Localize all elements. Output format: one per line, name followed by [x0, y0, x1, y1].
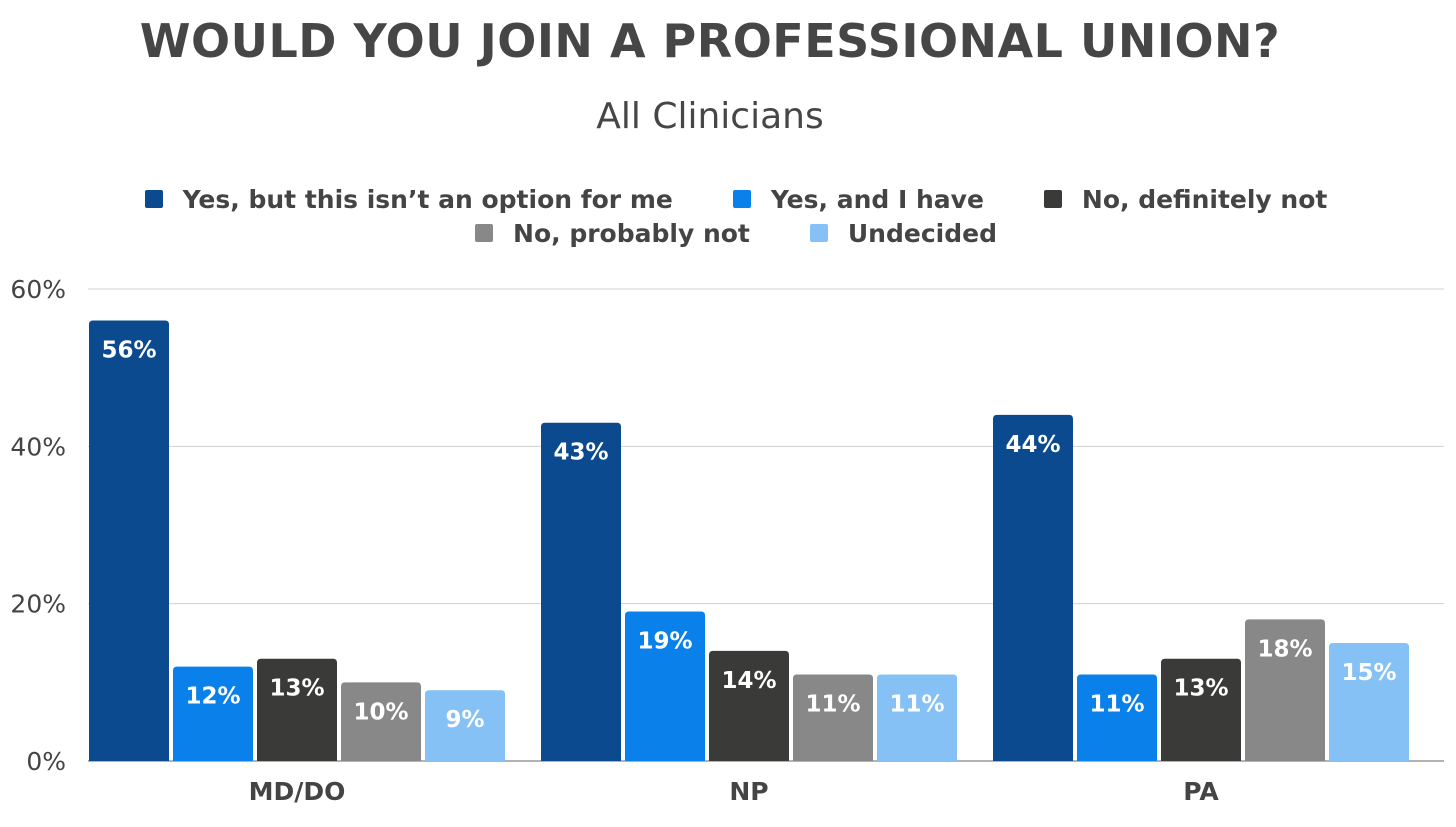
chart-subtitle: All Clinicians — [596, 96, 824, 137]
legend-item-no-probably: No, probably not — [475, 219, 750, 248]
data-label: 15% — [1341, 660, 1396, 686]
legend-label: Undecided — [847, 218, 997, 248]
bar — [541, 422, 621, 761]
data-label: 12% — [185, 684, 240, 710]
data-label: 11% — [889, 691, 944, 717]
legend-item-undecided: Undecided — [809, 218, 997, 248]
y-tick-label: 60% — [10, 275, 66, 304]
data-label: 18% — [1257, 636, 1312, 662]
y-tick-label: 40% — [10, 432, 66, 461]
bar — [993, 414, 1073, 761]
legend: Yes, but this isn’t an option for me Yes… — [0, 182, 1456, 250]
legend-label: Yes, but this isn’t an option for me — [182, 184, 673, 214]
y-tick-label: 20% — [10, 590, 66, 619]
bar — [1329, 643, 1409, 761]
bar — [173, 666, 253, 761]
legend-item-no-definitely: No, definitely not — [1043, 184, 1328, 214]
legend-swatch — [732, 190, 751, 208]
bar — [425, 690, 505, 761]
data-label: 11% — [1089, 691, 1144, 717]
y-tick-label: 0% — [26, 747, 66, 776]
legend-label: No, definitely not — [1081, 184, 1328, 214]
x-tick-label: NP — [729, 777, 768, 806]
legend-label: Yes, and I have — [770, 184, 984, 214]
bar — [1077, 674, 1157, 761]
data-label: 56% — [101, 337, 156, 363]
legend-swatch — [1043, 190, 1062, 208]
chart-title: WOULD YOU JOIN A PROFESSIONAL UNION? — [139, 14, 1281, 68]
bar — [341, 682, 421, 761]
legend-swatch — [475, 224, 494, 242]
data-label: 9% — [445, 707, 484, 733]
data-label: 19% — [637, 629, 692, 655]
legend-swatch — [144, 190, 163, 208]
legend-item-yes-not-option: Yes, but this isn’t an option for me — [144, 184, 673, 214]
bar — [89, 320, 169, 761]
data-label: 14% — [721, 668, 776, 694]
bar — [1245, 619, 1325, 761]
legend-row-2: No, probably not Undecided — [0, 216, 1456, 250]
data-label: 13% — [1173, 676, 1228, 702]
x-tick-label: MD/DO — [249, 777, 346, 806]
data-label: 11% — [805, 691, 860, 717]
bar — [709, 650, 789, 761]
legend-swatch — [809, 224, 828, 242]
legend-row-1: Yes, but this isn’t an option for me Yes… — [0, 182, 1456, 216]
bar — [793, 674, 873, 761]
data-label: 10% — [353, 699, 408, 725]
bar — [1161, 658, 1241, 761]
data-label: 43% — [553, 440, 608, 466]
bar — [877, 674, 957, 761]
bar — [625, 611, 705, 761]
data-label: 13% — [269, 676, 324, 702]
x-tick-label: PA — [1183, 777, 1219, 806]
legend-item-yes-have: Yes, and I have — [732, 184, 984, 214]
data-label: 44% — [1005, 432, 1060, 458]
legend-label: No, probably not — [513, 218, 750, 248]
bar — [257, 658, 337, 761]
